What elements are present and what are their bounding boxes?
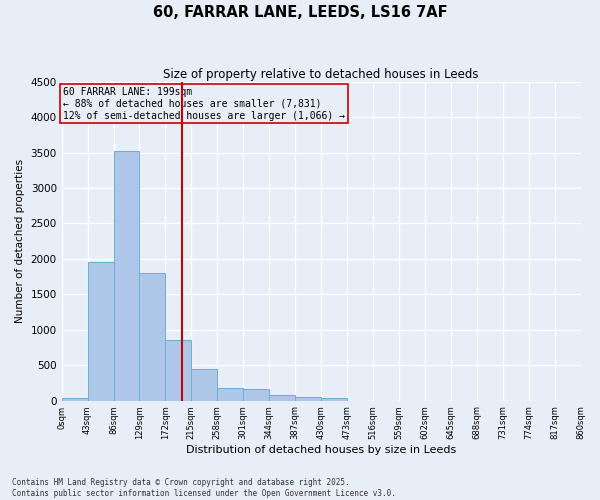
Title: Size of property relative to detached houses in Leeds: Size of property relative to detached ho…: [163, 68, 479, 80]
Bar: [139, 273, 166, 400]
Text: 60 FARRAR LANE: 199sqm
← 88% of detached houses are smaller (7,831)
12% of semi-: 60 FARRAR LANE: 199sqm ← 88% of detached…: [63, 88, 345, 120]
Bar: [62, 398, 88, 400]
Bar: [88, 262, 113, 400]
Bar: [243, 389, 269, 400]
Text: Contains HM Land Registry data © Crown copyright and database right 2025.
Contai: Contains HM Land Registry data © Crown c…: [12, 478, 396, 498]
Text: 60, FARRAR LANE, LEEDS, LS16 7AF: 60, FARRAR LANE, LEEDS, LS16 7AF: [152, 5, 448, 20]
Bar: [166, 340, 191, 400]
Bar: [321, 398, 347, 400]
Bar: [269, 394, 295, 400]
Bar: [191, 368, 217, 400]
Y-axis label: Number of detached properties: Number of detached properties: [15, 159, 25, 323]
Bar: [217, 388, 243, 400]
Bar: [295, 397, 321, 400]
X-axis label: Distribution of detached houses by size in Leeds: Distribution of detached houses by size …: [186, 445, 456, 455]
Bar: [113, 151, 139, 400]
